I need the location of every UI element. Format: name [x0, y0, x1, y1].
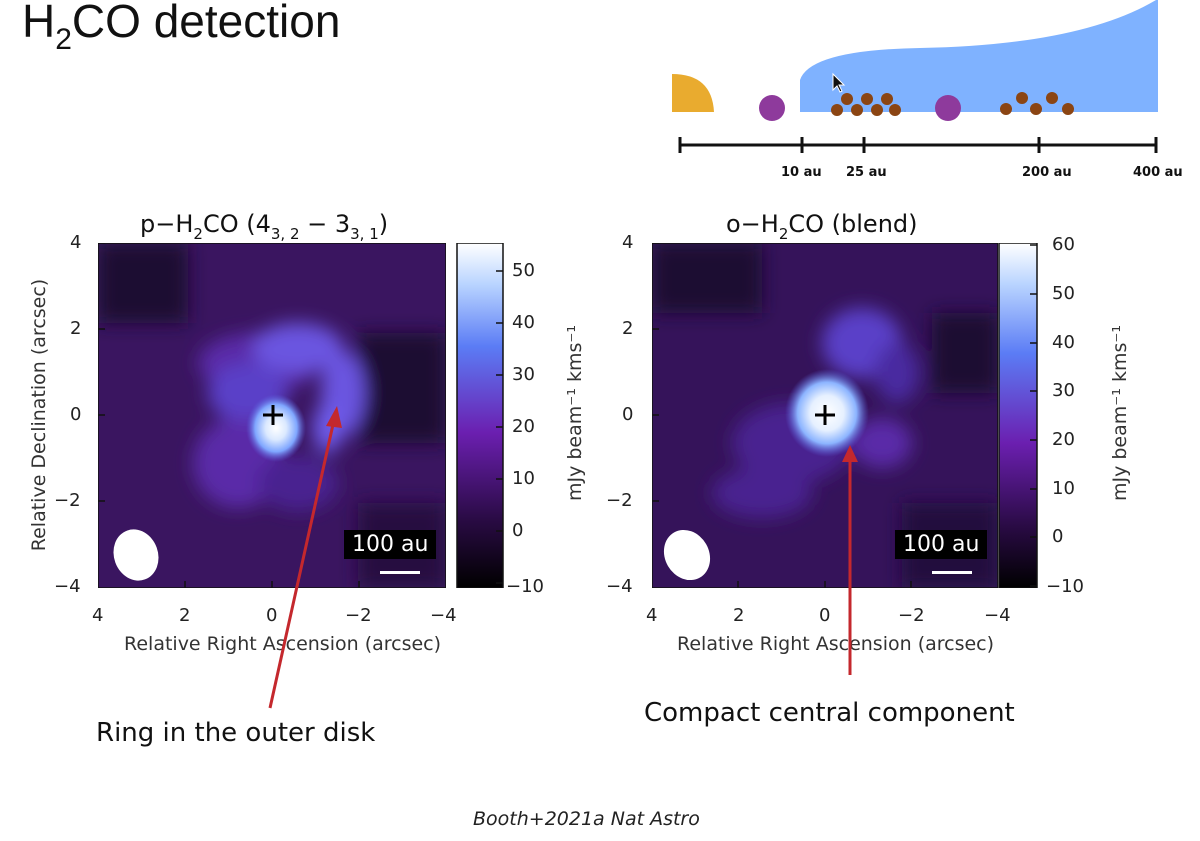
beam-ellipse-right [663, 529, 711, 581]
slide-title: H2CO detection [22, 0, 341, 56]
scale-label-400au: 400 au [1133, 165, 1183, 180]
gas-region [800, 0, 1158, 112]
y-tick: 0 [622, 404, 634, 425]
x-tick: 4 [92, 605, 104, 626]
y-tick: 4 [622, 232, 634, 253]
y-tick: −4 [606, 576, 633, 597]
cbar-tick: 40 [1052, 332, 1075, 353]
left-axes-frame [98, 243, 446, 588]
scale-bar-label-right: 100 au [895, 530, 988, 559]
dust-grains-inner [831, 93, 901, 116]
left-panel-title: p−H2CO (43, 2 − 33, 1) [140, 210, 389, 243]
dust-grains-outer [1000, 92, 1074, 115]
star-shape [672, 74, 714, 112]
cbar-tick: 60 [1052, 234, 1075, 255]
x-tick: −4 [430, 605, 457, 626]
beam-ellipse-left [113, 529, 159, 581]
right-colorbar [998, 243, 1038, 588]
cbar-tick: −10 [506, 576, 544, 597]
star-marker-left [263, 405, 283, 425]
cbar-tick: 40 [512, 312, 535, 333]
cbar-tick: 50 [1052, 283, 1075, 304]
y-tick: 0 [70, 404, 82, 425]
scale-bar-label-left: 100 au [344, 530, 437, 559]
x-tick: 4 [646, 605, 658, 626]
right-axes-frame [652, 243, 998, 588]
star-marker-right [815, 405, 835, 425]
left-colorbar [456, 243, 504, 588]
annotation-ring: Ring in the outer disk [96, 718, 376, 748]
scale-label-25au: 25 au [846, 165, 887, 180]
scale-label-10au: 10 au [781, 165, 822, 180]
cbar-tick: 30 [512, 364, 535, 385]
cbar-tick: 10 [512, 468, 535, 489]
annotation-compact: Compact central component [644, 698, 1015, 728]
right-panel-title: o−H2CO (blend) [726, 210, 918, 243]
cbar-tick: 0 [1052, 526, 1064, 547]
cbar-tick: 50 [512, 260, 535, 281]
x-tick: 2 [733, 605, 745, 626]
citation: Booth+2021a Nat Astro [473, 808, 700, 830]
x-tick: −2 [345, 605, 372, 626]
left-x-label: Relative Right Ascension (arcsec) [124, 633, 442, 655]
x-tick: −4 [984, 605, 1011, 626]
y-tick: 2 [622, 318, 634, 339]
cbar-tick: 30 [1052, 380, 1075, 401]
disk-schematic [672, 0, 1158, 153]
cbar-tick: 10 [1052, 478, 1075, 499]
cbar-tick: 0 [512, 520, 524, 541]
cbar-tick: −10 [1046, 576, 1084, 597]
y-tick: 2 [70, 318, 82, 339]
cbar-tick: 20 [1052, 429, 1075, 450]
x-tick: 2 [179, 605, 191, 626]
scale-axis [678, 137, 1158, 153]
x-tick: −2 [898, 605, 925, 626]
y-tick: 4 [70, 232, 82, 253]
scale-label-200au: 200 au [1022, 165, 1072, 180]
y-tick: −4 [54, 576, 81, 597]
right-x-label: Relative Right Ascension (arcsec) [677, 633, 995, 655]
planet-inner [759, 95, 785, 121]
cursor-icon [832, 72, 846, 93]
cbar-tick: 20 [512, 416, 535, 437]
x-tick: 0 [819, 605, 831, 626]
planet-outer [935, 95, 961, 121]
y-tick: −2 [606, 490, 633, 511]
x-tick: 0 [266, 605, 278, 626]
y-tick: −2 [54, 490, 81, 511]
